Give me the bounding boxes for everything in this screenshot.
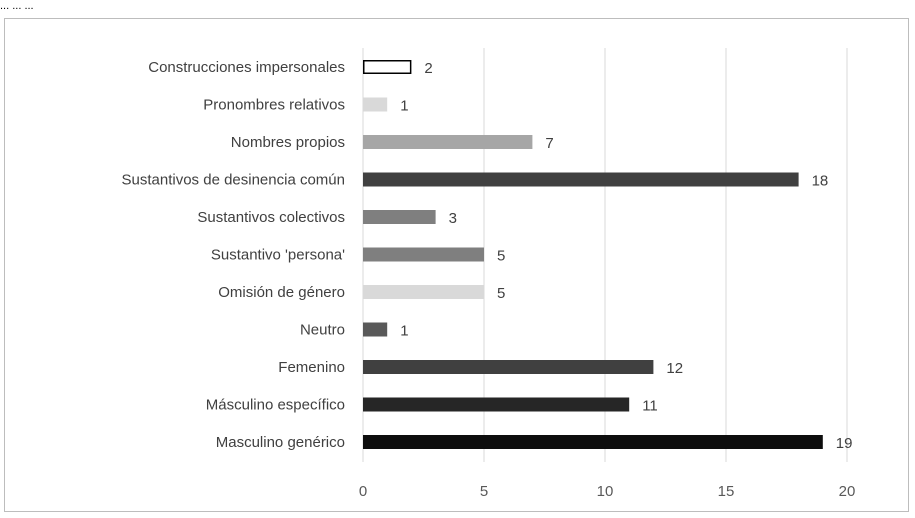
x-tick-label: 5: [480, 483, 488, 500]
category-label: Sustantivos colectivos: [197, 209, 345, 226]
data-label: 1: [400, 323, 408, 340]
category-label: Sustantivos de desinencia común: [122, 172, 345, 189]
bar: [363, 397, 630, 412]
category-label: Masculino genérico: [216, 434, 345, 451]
data-label: 1: [400, 98, 408, 115]
data-label: 3: [449, 210, 457, 227]
category-label: Neutro: [300, 322, 345, 339]
x-tick-label: 10: [597, 483, 614, 500]
data-label: 12: [666, 360, 683, 377]
data-label: 7: [545, 135, 553, 152]
bar: [363, 97, 388, 112]
bar: [363, 60, 412, 74]
bar: [363, 210, 436, 224]
category-labels: Construcciones impersonales Pronombres re…: [122, 59, 346, 451]
bar: [363, 435, 823, 449]
bars: [363, 60, 823, 449]
bar: [363, 135, 533, 149]
data-label: 2: [424, 60, 432, 77]
top-text-fragment: ... ... ...: [0, 0, 34, 12]
data-label: 11: [642, 398, 658, 415]
data-label: 18: [812, 173, 829, 190]
bar: [363, 322, 388, 337]
x-tick-label: 20: [839, 483, 856, 500]
bar: [363, 172, 799, 187]
data-label: 5: [497, 285, 505, 302]
category-label: Omisión de género: [218, 284, 345, 301]
data-labels: 2 1 7 18 3 5 5 1 12 11 19: [400, 60, 852, 452]
data-label: 5: [497, 248, 505, 265]
category-label: Pronombres relativos: [203, 97, 345, 114]
category-label: Construcciones impersonales: [148, 59, 345, 76]
category-label: Femenino: [278, 359, 345, 376]
data-label: 19: [836, 435, 853, 452]
x-axis-tick-labels: 0 5 10 15 20: [359, 483, 856, 500]
x-tick-label: 0: [359, 483, 367, 500]
chart-frame: [4, 18, 909, 512]
category-label: Másculino específico: [206, 397, 345, 414]
bar: [363, 360, 654, 374]
category-label: Nombres propios: [231, 134, 345, 151]
bar: [363, 285, 484, 299]
category-label: Sustantivo 'persona': [211, 247, 345, 264]
bar: [363, 247, 484, 262]
x-tick-label: 15: [718, 483, 735, 500]
